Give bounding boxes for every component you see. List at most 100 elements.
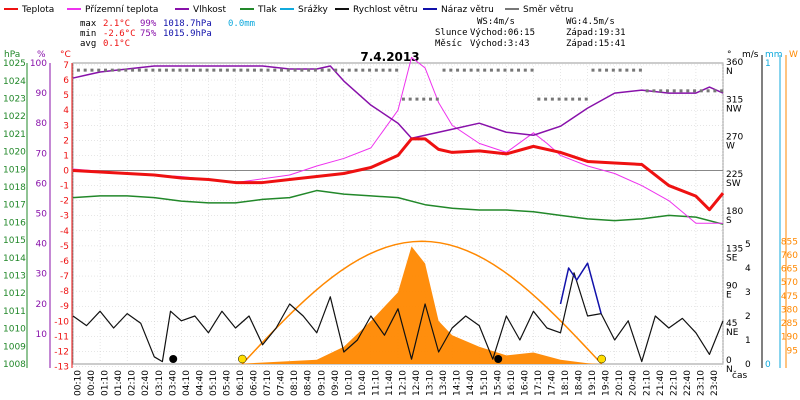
tick-humidity: 40 <box>36 240 48 250</box>
wind-dir-dot <box>374 68 378 72</box>
tick-wind: 2 <box>745 312 751 322</box>
wind-dir-dot <box>205 68 209 72</box>
tick-solar: 665 <box>781 265 798 275</box>
tick-time: 10:40 <box>358 370 368 396</box>
wind-dir-dot <box>144 68 148 72</box>
tick-dir-label: W <box>726 142 735 152</box>
tick-time: 15:40 <box>493 370 503 396</box>
wind-dir-dot <box>550 97 554 101</box>
tick-time: 06:10 <box>236 370 246 396</box>
tick-time: 05:40 <box>222 370 232 396</box>
tick-time: 09:40 <box>331 370 341 396</box>
stats-row-label: max <box>80 19 97 29</box>
wind-dir-dot <box>571 97 575 101</box>
tick-pressure: 1010 <box>3 325 26 335</box>
tick-humidity: 50 <box>36 210 48 220</box>
tick-pressure: 1021 <box>3 130 26 140</box>
tick-dir-deg: 135 <box>726 244 743 254</box>
wind-dir-dot <box>354 68 358 72</box>
tick-time: 14:10 <box>453 370 463 396</box>
tick-humidity: 10 <box>36 330 48 340</box>
wind-dir-dot <box>151 68 155 72</box>
series-temperature <box>72 137 725 212</box>
wind-dir-dot <box>605 68 609 72</box>
wind-dir-dot <box>401 97 405 101</box>
tick-temp: -4 <box>60 227 69 237</box>
tick-temp: -9 <box>60 302 69 312</box>
wind-dir-dot <box>266 68 270 72</box>
series-humidity <box>72 65 724 139</box>
moonrise-marker <box>169 355 178 363</box>
tick-time: 13:10 <box>426 370 436 396</box>
wind-dir-dot <box>625 68 629 72</box>
tick-time: 13:40 <box>439 370 449 396</box>
wind-dir-dot <box>611 68 615 72</box>
wind-dir-dot <box>104 68 107 72</box>
tick-solar: 855 <box>781 237 798 247</box>
tick-wind: 3 <box>745 288 751 298</box>
tick-time: 21:10 <box>642 370 652 396</box>
wind-dir-dot <box>706 89 710 93</box>
wind-dir-dot <box>672 89 676 93</box>
tick-time: 18:40 <box>575 370 585 396</box>
tick-dir-label: NE <box>726 328 739 338</box>
wind-dir-dot <box>618 68 622 72</box>
tick-pressure: 1023 <box>3 95 26 105</box>
wind-dir-dot <box>638 68 642 72</box>
wind-dir-dot <box>313 68 317 72</box>
wind-dir-dot <box>273 68 277 72</box>
tick-time: 18:10 <box>561 370 571 396</box>
wind-dir-dot <box>293 68 297 72</box>
tick-pressure: 1022 <box>3 112 26 122</box>
tick-time: 08:40 <box>304 370 314 396</box>
series-ground-temp <box>72 56 723 224</box>
wind-dir-dot <box>361 68 365 72</box>
wind-dir-dot <box>117 68 121 72</box>
sun-arc <box>241 240 603 365</box>
wind-dir-dot <box>219 68 223 72</box>
wind-dir-dot <box>340 68 344 72</box>
stats-row-label: avg <box>80 39 96 49</box>
tick-time: 12:10 <box>399 370 409 396</box>
axis-unit-pct: % <box>37 50 46 60</box>
tick-temp: 6 <box>63 76 69 86</box>
stats-temp: 0.1°C <box>103 39 130 49</box>
wind-dir-dot <box>368 68 372 72</box>
wind-dir-dot <box>97 68 101 72</box>
wind-dir-dot <box>713 89 717 93</box>
wind-dir-dot <box>693 89 697 93</box>
tick-pressure: 1012 <box>3 289 26 299</box>
tick-temp: 2 <box>63 136 69 146</box>
axis-unit-w: W <box>789 50 798 60</box>
tick-pressure: 1025 <box>3 59 26 69</box>
axis-unit-hpa: hPa <box>4 50 20 60</box>
tick-time: 00:40 <box>87 370 97 396</box>
tick-solar: 95 <box>787 346 798 356</box>
stats-row-label: min <box>80 29 96 39</box>
sunset-marker <box>597 354 606 364</box>
tick-time: 16:40 <box>520 370 530 396</box>
tick-temp: 1 <box>63 151 69 161</box>
tick-pressure: 1011 <box>3 307 26 317</box>
stats-humidity: 75% <box>140 29 157 39</box>
wind-dir-dot <box>225 68 229 72</box>
tick-time: 11:40 <box>385 370 395 396</box>
axis-unit-cas: čas <box>732 370 747 381</box>
tick-temp: -13 <box>54 363 69 373</box>
tick-time: 19:10 <box>588 370 598 396</box>
tick-dir-label: NW <box>726 104 742 114</box>
axis-unit-ms: m/s <box>742 50 759 60</box>
tick-time: 22:10 <box>669 370 679 396</box>
wind-dir-dot <box>720 89 724 93</box>
tick-dir-deg: 315 <box>726 95 743 105</box>
legend-label: Rychlost větru <box>353 5 418 15</box>
stats-temp: -2.6°C <box>103 29 136 39</box>
tick-time: 21:40 <box>656 370 666 396</box>
tick-time: 06:40 <box>250 370 260 396</box>
tick-time: 01:40 <box>114 370 124 396</box>
axis-unit-deg: ° <box>727 50 732 60</box>
tick-temp: -12 <box>54 347 69 357</box>
tick-dir-label: E <box>726 291 732 301</box>
tick-time: 03:40 <box>168 370 178 396</box>
tick-time: 00:10 <box>74 370 84 396</box>
